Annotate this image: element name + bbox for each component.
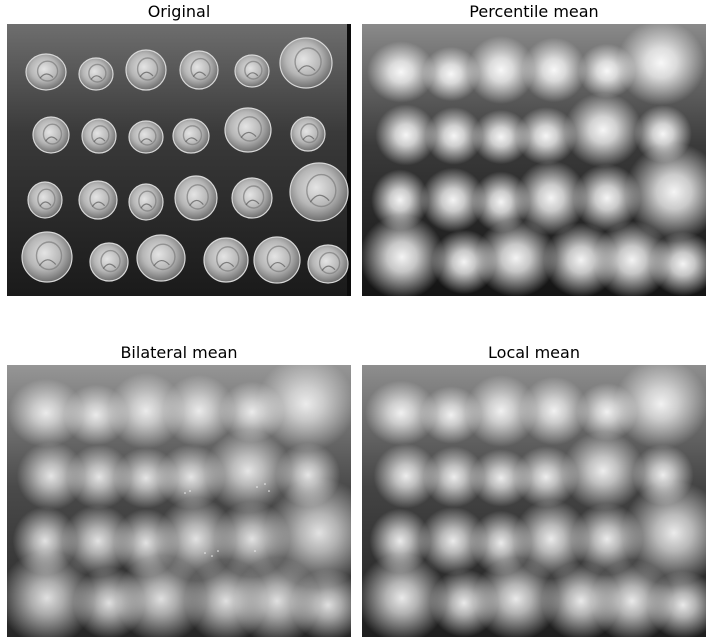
blurred-coin (66, 444, 132, 510)
original-image (7, 24, 351, 296)
coin (125, 49, 167, 91)
blurred-coin (108, 373, 184, 449)
coin (231, 177, 273, 219)
blurred-coin (420, 167, 486, 233)
speck (256, 486, 258, 488)
blurred-coin (616, 24, 706, 106)
blurred-coin (290, 568, 351, 637)
blurred-coin (467, 36, 535, 104)
coin (32, 116, 70, 154)
panel-title: Percentile mean (469, 2, 599, 21)
blurred-coin (362, 553, 447, 637)
coin (172, 118, 210, 154)
blurred-coin (515, 160, 587, 236)
coin (25, 53, 67, 91)
blurred-coin (115, 555, 207, 637)
blurred-coin (373, 443, 439, 509)
coin (136, 234, 186, 282)
local-mean-image (362, 365, 706, 637)
blurred-coin (647, 570, 706, 637)
coin (174, 175, 218, 221)
coin (27, 181, 63, 219)
coin (89, 242, 129, 282)
blurred-coin (475, 218, 557, 296)
panel-title: Local mean (488, 343, 580, 362)
panel-original: Original (7, 2, 351, 296)
blurred-coin (465, 375, 537, 447)
blurred-coin (621, 480, 706, 586)
coin (21, 231, 73, 283)
coin (128, 183, 164, 221)
blurred-coin (425, 107, 483, 165)
speck (204, 552, 206, 554)
blurred-coin (614, 365, 706, 449)
coin (290, 116, 326, 152)
blurred-coin (8, 378, 84, 448)
blurred-coin (515, 107, 577, 165)
speck (189, 490, 191, 492)
blurred-coin (371, 169, 429, 231)
blurred-coin (521, 37, 587, 103)
coin (203, 237, 249, 283)
blurred-coin (362, 214, 445, 296)
blurred-coin (418, 506, 488, 576)
panel-bilateral-mean: Bilateral mean (7, 343, 351, 637)
blurred-coin (365, 380, 437, 446)
bilateral-mean-image (7, 365, 351, 637)
percentile-mean-image (362, 24, 706, 296)
blurred-coin (513, 446, 579, 508)
coin (289, 162, 349, 222)
speck (211, 555, 213, 557)
blurred-coin (592, 220, 672, 296)
coin (307, 244, 349, 284)
blurred-coin (519, 376, 589, 446)
coin (179, 50, 219, 90)
coin (253, 236, 301, 284)
blurred-coin (162, 374, 236, 448)
blurred-coin (472, 557, 560, 637)
panel-percentile-mean: Percentile mean (362, 2, 706, 296)
speck (254, 550, 256, 552)
coin (128, 120, 164, 154)
speck (268, 490, 270, 492)
coin (224, 107, 272, 153)
panel-title: Bilateral mean (120, 343, 238, 362)
blurred-coin (470, 449, 532, 507)
blurred-coin (561, 431, 645, 511)
speck (184, 492, 186, 494)
blurred-coin (367, 41, 435, 103)
blurred-coin (7, 550, 95, 637)
blurred-coin (422, 46, 480, 102)
blurred-coin (472, 109, 530, 165)
speck (217, 550, 219, 552)
coin (78, 57, 114, 91)
blurred-coin (423, 446, 485, 508)
panel-title: Original (147, 2, 211, 21)
speck (264, 483, 266, 485)
coin (234, 54, 270, 88)
blurred-coin (375, 104, 437, 166)
blurred-coin (573, 164, 641, 232)
coin (78, 180, 118, 220)
coin (279, 37, 333, 89)
blurred-coin (420, 386, 482, 444)
panel-local-mean: Local mean (362, 343, 706, 637)
coin (81, 118, 117, 154)
blurred-coin (563, 92, 643, 168)
blurred-coin (472, 171, 530, 233)
blurred-coin (649, 231, 706, 296)
blurred-coin (256, 365, 351, 452)
blurred-coin (624, 142, 706, 242)
blurred-coin (16, 441, 86, 511)
blurred-coin (61, 504, 135, 578)
blurred-coin (513, 499, 589, 579)
blurred-coin (204, 429, 292, 513)
